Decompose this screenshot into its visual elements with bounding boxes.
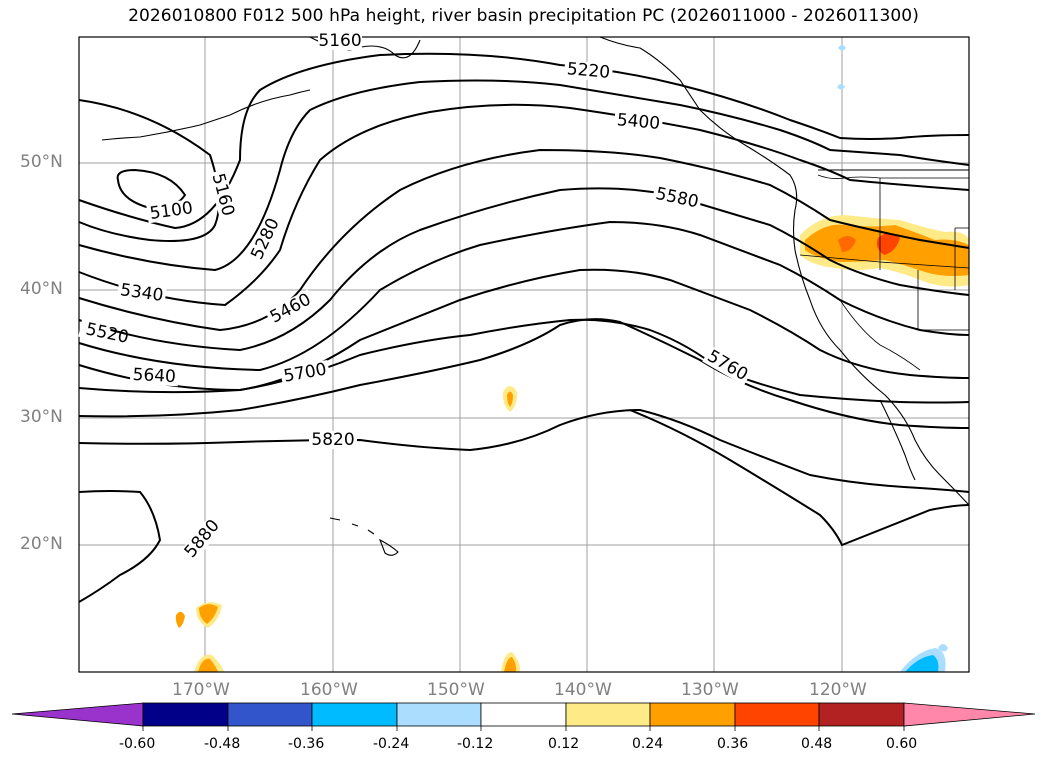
lat-label: 20°N xyxy=(20,534,63,554)
colorbar-segment xyxy=(142,702,229,727)
colorbar-segment xyxy=(227,702,313,727)
colorbar-tick-label: -0.24 xyxy=(373,736,410,752)
coastlines xyxy=(101,36,970,556)
colorbar-segment xyxy=(480,702,567,727)
lon-label: 120°W xyxy=(809,680,867,700)
colorbar-tick-label: 0.48 xyxy=(801,736,833,752)
colorbar-tick-label: -0.60 xyxy=(119,736,156,752)
contour-label: 5460 xyxy=(267,290,315,328)
contour-label: 5700 xyxy=(282,359,328,386)
lon-label: 160°W xyxy=(300,680,358,700)
lon-label: 130°W xyxy=(681,680,739,700)
lat-label: 30°N xyxy=(20,407,63,427)
colorbar-tick-label: -0.48 xyxy=(204,736,241,752)
lon-label: 170°W xyxy=(172,680,230,700)
lon-label: 140°W xyxy=(554,680,612,700)
contour-label: 5160 xyxy=(208,171,239,218)
contour-label: 5580 xyxy=(654,184,700,213)
contour-label: 5400 xyxy=(616,110,661,134)
precip-negative-shading xyxy=(837,45,948,672)
colorbar-segment xyxy=(311,702,398,727)
colorbar-tick-label: -0.36 xyxy=(288,736,325,752)
contour-label: 5820 xyxy=(311,430,354,450)
lon-label: 150°W xyxy=(427,680,485,700)
contour-label: 5760 xyxy=(704,346,751,385)
map-frame xyxy=(78,36,970,673)
colorbar-ticks xyxy=(142,726,905,731)
colorbar-tick-label: 0.12 xyxy=(548,736,580,752)
contour-label: 5340 xyxy=(119,280,165,306)
contour-label: 5160 xyxy=(318,31,361,51)
colorbar-segment xyxy=(649,702,736,727)
colorbar-segment xyxy=(396,702,482,727)
colorbar-segment-min xyxy=(11,702,144,727)
colorbar-segment xyxy=(565,702,651,727)
contour-label-group: 5160 5220 5400 5580 5100 5160 5280 5340 … xyxy=(78,31,753,563)
colorbar xyxy=(11,702,1036,731)
lat-label: 40°N xyxy=(20,279,63,299)
colorbar-segment-max xyxy=(903,702,1036,727)
colorbar-tick-label: 0.24 xyxy=(632,736,664,752)
map-title: 2026010800 F012 500 hPa height, river ba… xyxy=(128,6,919,26)
colorbar-tick-label: 0.60 xyxy=(886,736,918,752)
colorbar-tick-label: -0.12 xyxy=(457,736,494,752)
colorbar-segment xyxy=(818,702,905,727)
colorbar-segment xyxy=(734,702,820,727)
graticule xyxy=(79,37,969,672)
contour-label: 5100 xyxy=(148,198,194,224)
contour-label: 5520 xyxy=(84,319,130,348)
colorbar-tick-label: 0.36 xyxy=(717,736,749,752)
precip-positive-shading xyxy=(175,215,969,672)
contour-label: 5220 xyxy=(566,59,611,83)
lat-label: 50°N xyxy=(20,152,63,172)
contour-label: 5640 xyxy=(132,365,176,387)
